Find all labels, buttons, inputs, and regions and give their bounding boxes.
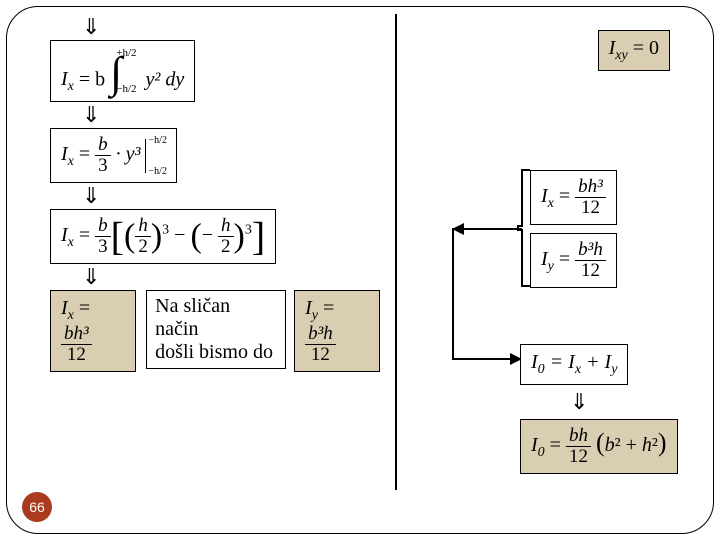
equation-cubed: Ix = b3 · y³−h/2−h/2 <box>50 128 177 183</box>
equation-ix-result: Ix = bh³12 <box>50 290 136 372</box>
page-number: 66 <box>22 492 52 522</box>
down-arrow-icon: ⇓ <box>82 102 380 128</box>
equation-i0-final: I0 = bh12 (b² + h²) <box>520 419 678 474</box>
down-arrow-icon: ⇓ <box>82 183 380 209</box>
equation-integral: Ix = b ∫ +h/2 −h/2 y² dy <box>50 40 195 102</box>
equation-i0-sum: I0 = Ix + Iy <box>520 344 628 385</box>
text-note: Na sličan način došli bismo do <box>146 290 286 369</box>
equation-iy: Iy = b³h12 <box>530 233 617 288</box>
equation-ixy: Ixy = 0 <box>598 30 670 71</box>
vertical-divider <box>395 14 397 490</box>
equation-ix: Ix = bh³12 <box>530 170 617 225</box>
equation-expanded: Ix = b3[(h2)3 − (− h2)3] <box>50 209 276 264</box>
down-arrow-icon: ⇓ <box>82 264 380 290</box>
equation-iy-result: Iy = b³h12 <box>294 290 380 372</box>
integral-icon: ∫ <box>110 55 122 90</box>
down-arrow-icon: ⇓ <box>82 14 380 40</box>
right-column: Ixy = 0 Ix = bh³12 Iy = b³h12 I0 = Ix + … <box>420 30 700 71</box>
eq-var: I <box>61 68 68 90</box>
connector-line <box>452 228 454 358</box>
down-arrow-icon: ⇓ <box>570 389 678 415</box>
left-column: ⇓ Ix = b ∫ +h/2 −h/2 y² dy ⇓ Ix = b3 · y… <box>50 14 380 372</box>
arrow-left-icon <box>452 222 522 236</box>
arrow-right-icon <box>452 352 522 366</box>
